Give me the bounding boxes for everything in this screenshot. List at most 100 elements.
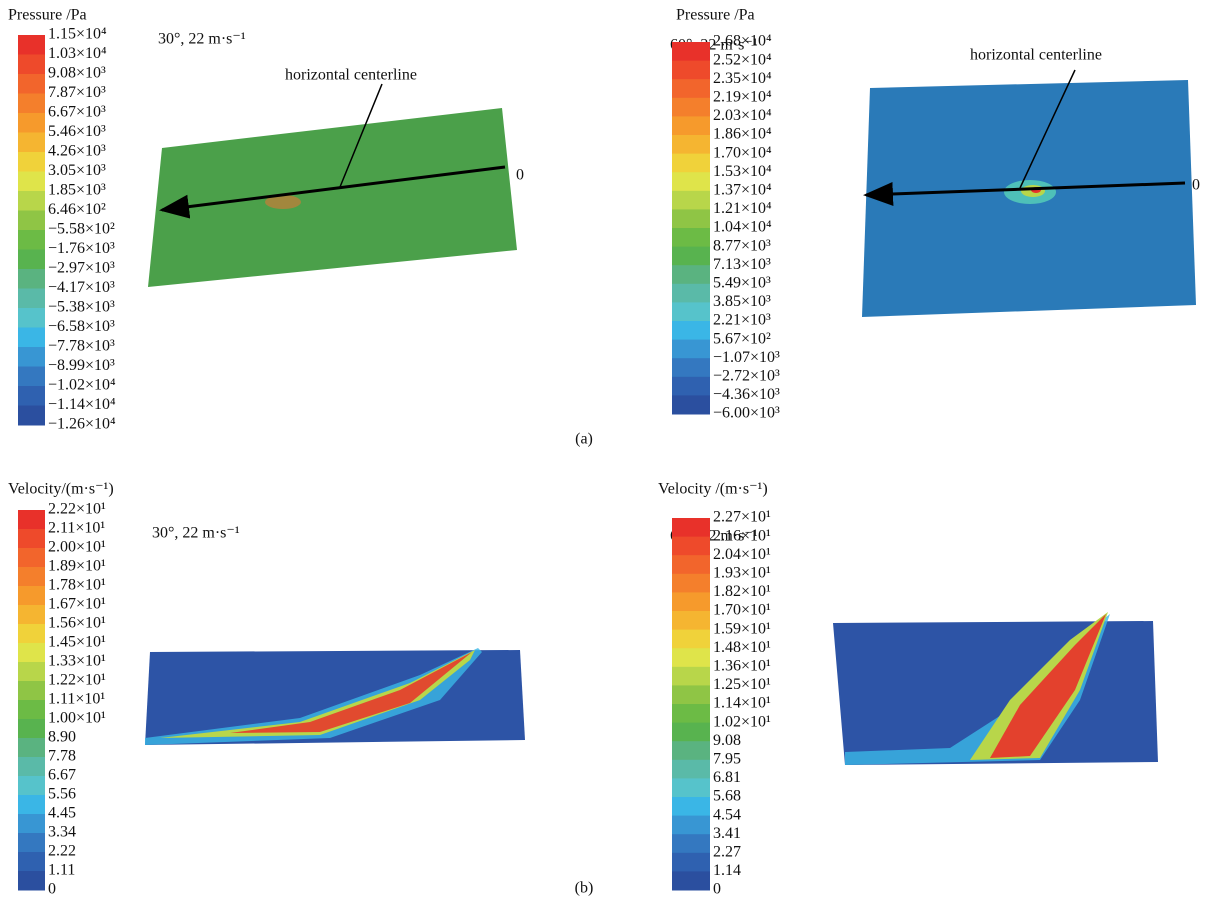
legend-label: 6.67×10³ xyxy=(48,104,106,121)
legend-label: 5.46×10³ xyxy=(48,123,106,140)
legend-band xyxy=(18,308,45,328)
legend-label: 1.36×10¹ xyxy=(713,657,771,674)
contour-surface xyxy=(148,108,517,287)
legend-label: 2.52×10⁴ xyxy=(713,51,772,68)
legend-band xyxy=(18,700,45,720)
legend-band xyxy=(672,648,710,667)
legend-label: 2.21×10³ xyxy=(713,312,771,329)
legend-band xyxy=(18,662,45,682)
legend-band xyxy=(18,586,45,606)
legend-band xyxy=(672,685,710,704)
legend-band xyxy=(672,172,710,191)
caption: (a) xyxy=(575,431,593,448)
legend-label: 6.46×10² xyxy=(48,201,106,218)
legend-label: 8.77×10³ xyxy=(713,237,771,254)
legend-label: 1.02×10¹ xyxy=(713,713,771,730)
legend-band xyxy=(672,98,710,117)
legend-band xyxy=(18,871,45,891)
legend-label: −8.99×10³ xyxy=(48,357,115,374)
legend-band xyxy=(18,289,45,309)
legend-label: 2.03×10⁴ xyxy=(713,107,772,124)
legend-label: 1.70×10¹ xyxy=(713,602,771,619)
legend-label: −1.26×10⁴ xyxy=(48,416,116,433)
legend-label: −6.00×10³ xyxy=(713,405,780,422)
legend-band xyxy=(18,567,45,587)
legend-band xyxy=(672,537,710,556)
legend-title: Velocity /(m·s⁻¹) xyxy=(658,481,768,498)
legend-band xyxy=(18,681,45,701)
legend-band xyxy=(18,738,45,758)
origin-label: 0 xyxy=(516,167,524,184)
legend-band xyxy=(672,592,710,611)
legend-label: 6.67 xyxy=(48,767,76,784)
legend-band xyxy=(18,605,45,625)
legend-label: 1.89×10¹ xyxy=(48,558,106,575)
legend-band xyxy=(672,574,710,593)
legend-label: 9.08 xyxy=(713,732,741,749)
legend-band xyxy=(18,833,45,853)
legend-label: 9.08×10³ xyxy=(48,65,106,82)
legend-label: 2.00×10¹ xyxy=(48,539,106,556)
legend-band xyxy=(672,797,710,816)
legend-band xyxy=(18,133,45,153)
legend-label: 1.14×10¹ xyxy=(713,695,771,712)
legend-label: 1.56×10¹ xyxy=(48,615,106,632)
legend-label: 1.11 xyxy=(48,862,75,879)
legend-label: 3.34 xyxy=(48,824,76,841)
legend-label: 5.67×10² xyxy=(713,330,771,347)
legend-label: −2.97×10³ xyxy=(48,260,115,277)
legend-label: −2.72×10³ xyxy=(713,367,780,384)
legend-band xyxy=(18,55,45,75)
legend-label: 8.90 xyxy=(48,729,76,746)
legend-label: 5.68 xyxy=(713,788,741,805)
legend-band xyxy=(672,778,710,797)
legend-label: 1.25×10¹ xyxy=(713,676,771,693)
legend-label: 1.22×10¹ xyxy=(48,672,106,689)
legend-band xyxy=(672,518,710,537)
legend-band xyxy=(672,611,710,630)
legend-band xyxy=(672,760,710,779)
legend-label: 1.04×10⁴ xyxy=(713,219,772,236)
legend-band xyxy=(18,250,45,270)
legend-band xyxy=(672,135,710,154)
legend-band xyxy=(672,630,710,649)
legend-label: 2.22 xyxy=(48,843,76,860)
legend-label: 2.22×10¹ xyxy=(48,501,106,518)
legend-label: −5.58×10² xyxy=(48,221,115,238)
legend-band xyxy=(18,795,45,815)
legend-label: 2.04×10¹ xyxy=(713,546,771,563)
legend-band xyxy=(672,871,710,890)
legend-band xyxy=(18,852,45,872)
legend-label: 0 xyxy=(48,881,56,898)
legend-band xyxy=(672,723,710,742)
legend-band xyxy=(672,284,710,303)
legend-label: 1.86×10⁴ xyxy=(713,126,772,143)
legend-band xyxy=(672,853,710,872)
legend-band xyxy=(672,834,710,853)
legend-label: 1.59×10¹ xyxy=(713,620,771,637)
legend-band xyxy=(18,367,45,387)
legend-band xyxy=(18,757,45,777)
legend-label: 1.82×10¹ xyxy=(713,583,771,600)
legend-label: 1.67×10¹ xyxy=(48,596,106,613)
legend-title: Velocity/(m·s⁻¹) xyxy=(8,481,114,498)
figure: horizontal centerline 0 horizontal cente… xyxy=(0,0,1217,905)
legend-label: 4.54 xyxy=(713,806,741,823)
legend-label: 1.53×10⁴ xyxy=(713,163,772,180)
legend-band xyxy=(672,555,710,574)
legend-label: 1.93×10¹ xyxy=(713,564,771,581)
legend-label: 1.21×10⁴ xyxy=(713,200,772,217)
legend-band xyxy=(18,347,45,367)
legend-label: 2.35×10⁴ xyxy=(713,70,772,87)
legend-band xyxy=(18,74,45,94)
legend-label: 5.49×10³ xyxy=(713,274,771,291)
legend-label: 1.15×10⁴ xyxy=(48,26,107,43)
legend-band xyxy=(18,230,45,250)
condition-label: 30°, 22 m·s⁻¹ xyxy=(158,31,246,48)
legend-band xyxy=(18,172,45,192)
legend-band xyxy=(18,510,45,530)
legend-band xyxy=(18,269,45,289)
legend-label: 2.27 xyxy=(713,843,741,860)
legend-band xyxy=(672,667,710,686)
legend-label: 2.11×10¹ xyxy=(48,520,105,537)
